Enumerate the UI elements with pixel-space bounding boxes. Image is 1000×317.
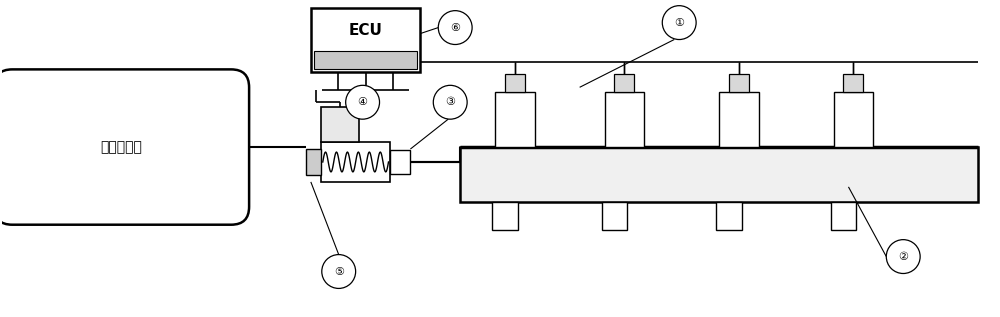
Bar xyxy=(311,8,420,72)
Bar xyxy=(831,202,856,230)
Bar xyxy=(614,74,634,92)
Bar xyxy=(495,92,535,147)
Circle shape xyxy=(322,255,356,288)
Text: ⑥: ⑥ xyxy=(450,23,460,33)
Bar xyxy=(314,51,417,69)
Bar xyxy=(321,142,390,182)
Bar xyxy=(843,74,863,92)
Bar xyxy=(602,202,627,230)
Bar xyxy=(716,202,742,230)
Bar xyxy=(834,92,873,147)
Bar xyxy=(321,107,359,142)
Text: ②: ② xyxy=(898,252,908,262)
Circle shape xyxy=(433,85,467,119)
Text: 高压天然气: 高压天然气 xyxy=(101,140,143,154)
Bar xyxy=(390,150,410,174)
Bar xyxy=(605,92,644,147)
Bar xyxy=(719,92,759,147)
FancyBboxPatch shape xyxy=(0,69,249,225)
Text: ECU: ECU xyxy=(349,23,383,38)
Text: ①: ① xyxy=(674,18,684,28)
Bar xyxy=(492,202,518,230)
Circle shape xyxy=(886,240,920,274)
Bar xyxy=(460,147,978,202)
Circle shape xyxy=(438,11,472,44)
Bar xyxy=(306,149,321,175)
Circle shape xyxy=(662,6,696,40)
Text: ④: ④ xyxy=(358,97,368,107)
Text: ⑤: ⑤ xyxy=(334,267,344,276)
Text: ③: ③ xyxy=(445,97,455,107)
Bar xyxy=(729,74,749,92)
Circle shape xyxy=(346,85,380,119)
Bar xyxy=(505,74,525,92)
